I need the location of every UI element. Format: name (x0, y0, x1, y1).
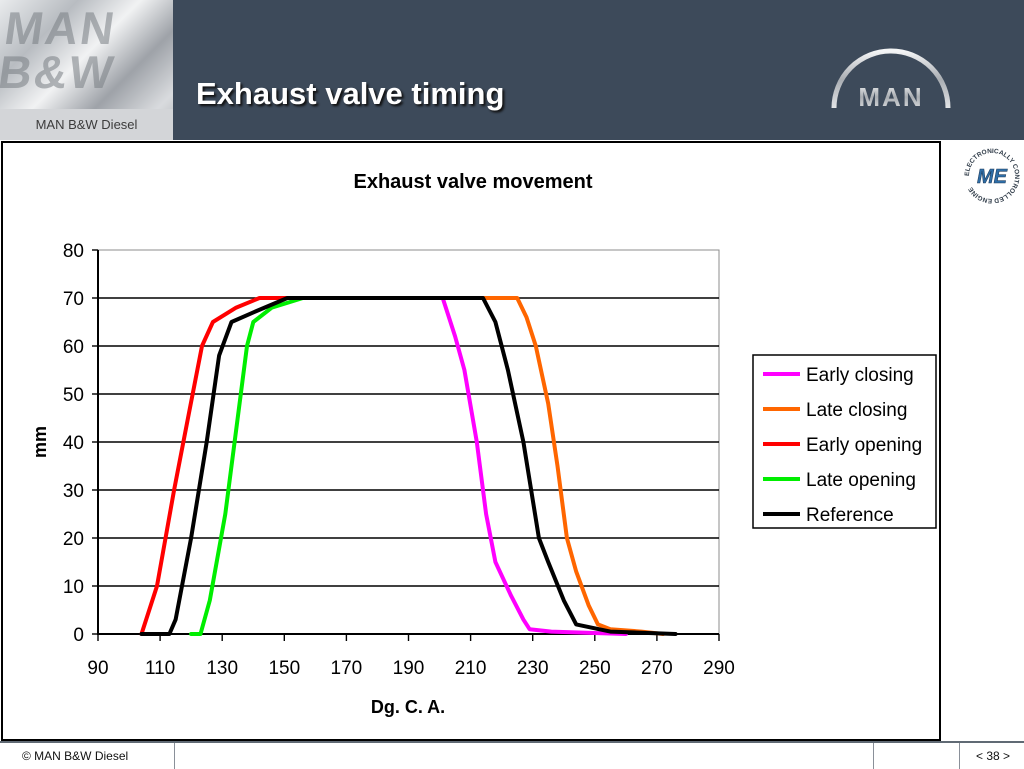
me-engine-badge-icon: ELECTRONICALLY CONTROLLED ENGINE ME (963, 147, 1021, 205)
x-tick-label: 270 (641, 658, 673, 679)
series-line-late-opening (189, 296, 305, 636)
y-tick-label: 0 (73, 625, 84, 646)
footer-page-number: < 38 > (976, 749, 1011, 763)
x-tick-label: 110 (145, 658, 175, 679)
footer-divider (174, 743, 175, 769)
series-line-reference (139, 296, 678, 636)
slide-header: MAN B&W MAN B&W Diesel Exhaust valve tim… (0, 0, 1024, 140)
legend-label: Early opening (806, 435, 922, 456)
y-tick-label: 20 (63, 529, 84, 550)
slide-footer: © MAN B&W Diesel < 38 > (0, 741, 1024, 769)
svg-text:ME: ME (977, 166, 1008, 188)
x-tick-label: 250 (579, 658, 611, 679)
y-tick-label: 60 (63, 337, 84, 358)
x-tick-label: 210 (455, 658, 487, 679)
legend-label: Late closing (806, 400, 907, 421)
svg-text:MAN: MAN (858, 82, 923, 112)
x-tick-label: 290 (703, 658, 735, 679)
y-axis-label: mm (30, 426, 50, 458)
chart-frame: Exhaust valve movement 0 10 20 30 40 50 60 70 80 9… (1, 141, 941, 741)
brand-block: MAN B&W MAN B&W Diesel (0, 0, 173, 140)
series-line-early-closing (300, 296, 628, 636)
footer-copyright: © MAN B&W Diesel (22, 749, 129, 763)
x-tick-label: 130 (206, 658, 238, 679)
x-tick-label: 190 (393, 658, 425, 679)
x-tick-label: 170 (331, 658, 363, 679)
y-tick-label: 10 (63, 577, 84, 598)
chart-title: Exhaust valve movement (354, 171, 593, 193)
legend-label: Reference (806, 505, 894, 526)
brand-watermark-logo: MAN B&W (0, 2, 120, 98)
exhaust-valve-chart: Exhaust valve movement 0 10 20 30 40 50 60 70 80 9… (30, 171, 937, 717)
x-tick-label: 150 (268, 658, 300, 679)
legend-label: Late opening (806, 470, 916, 491)
x-tick-label: 90 (87, 658, 108, 679)
y-tick-label: 70 (63, 289, 84, 310)
y-tick-label: 50 (63, 385, 84, 406)
series-line-late-closing (481, 296, 666, 636)
y-tick-label: 30 (63, 481, 84, 502)
footer-divider (959, 743, 960, 769)
brand-caption: MAN B&W Diesel (0, 109, 173, 140)
chart-legend (752, 354, 937, 529)
x-tick-label: 230 (517, 658, 549, 679)
footer-divider (873, 743, 874, 769)
y-tick-label: 80 (63, 241, 84, 262)
man-logo-icon: MAN (831, 48, 951, 112)
series-line-early-opening (139, 296, 290, 636)
page-title: Exhaust valve timing (196, 76, 505, 111)
x-axis-label: Dg. C. A. (371, 697, 445, 717)
y-tick-label: 40 (63, 433, 84, 454)
legend-label: Early closing (806, 365, 914, 386)
